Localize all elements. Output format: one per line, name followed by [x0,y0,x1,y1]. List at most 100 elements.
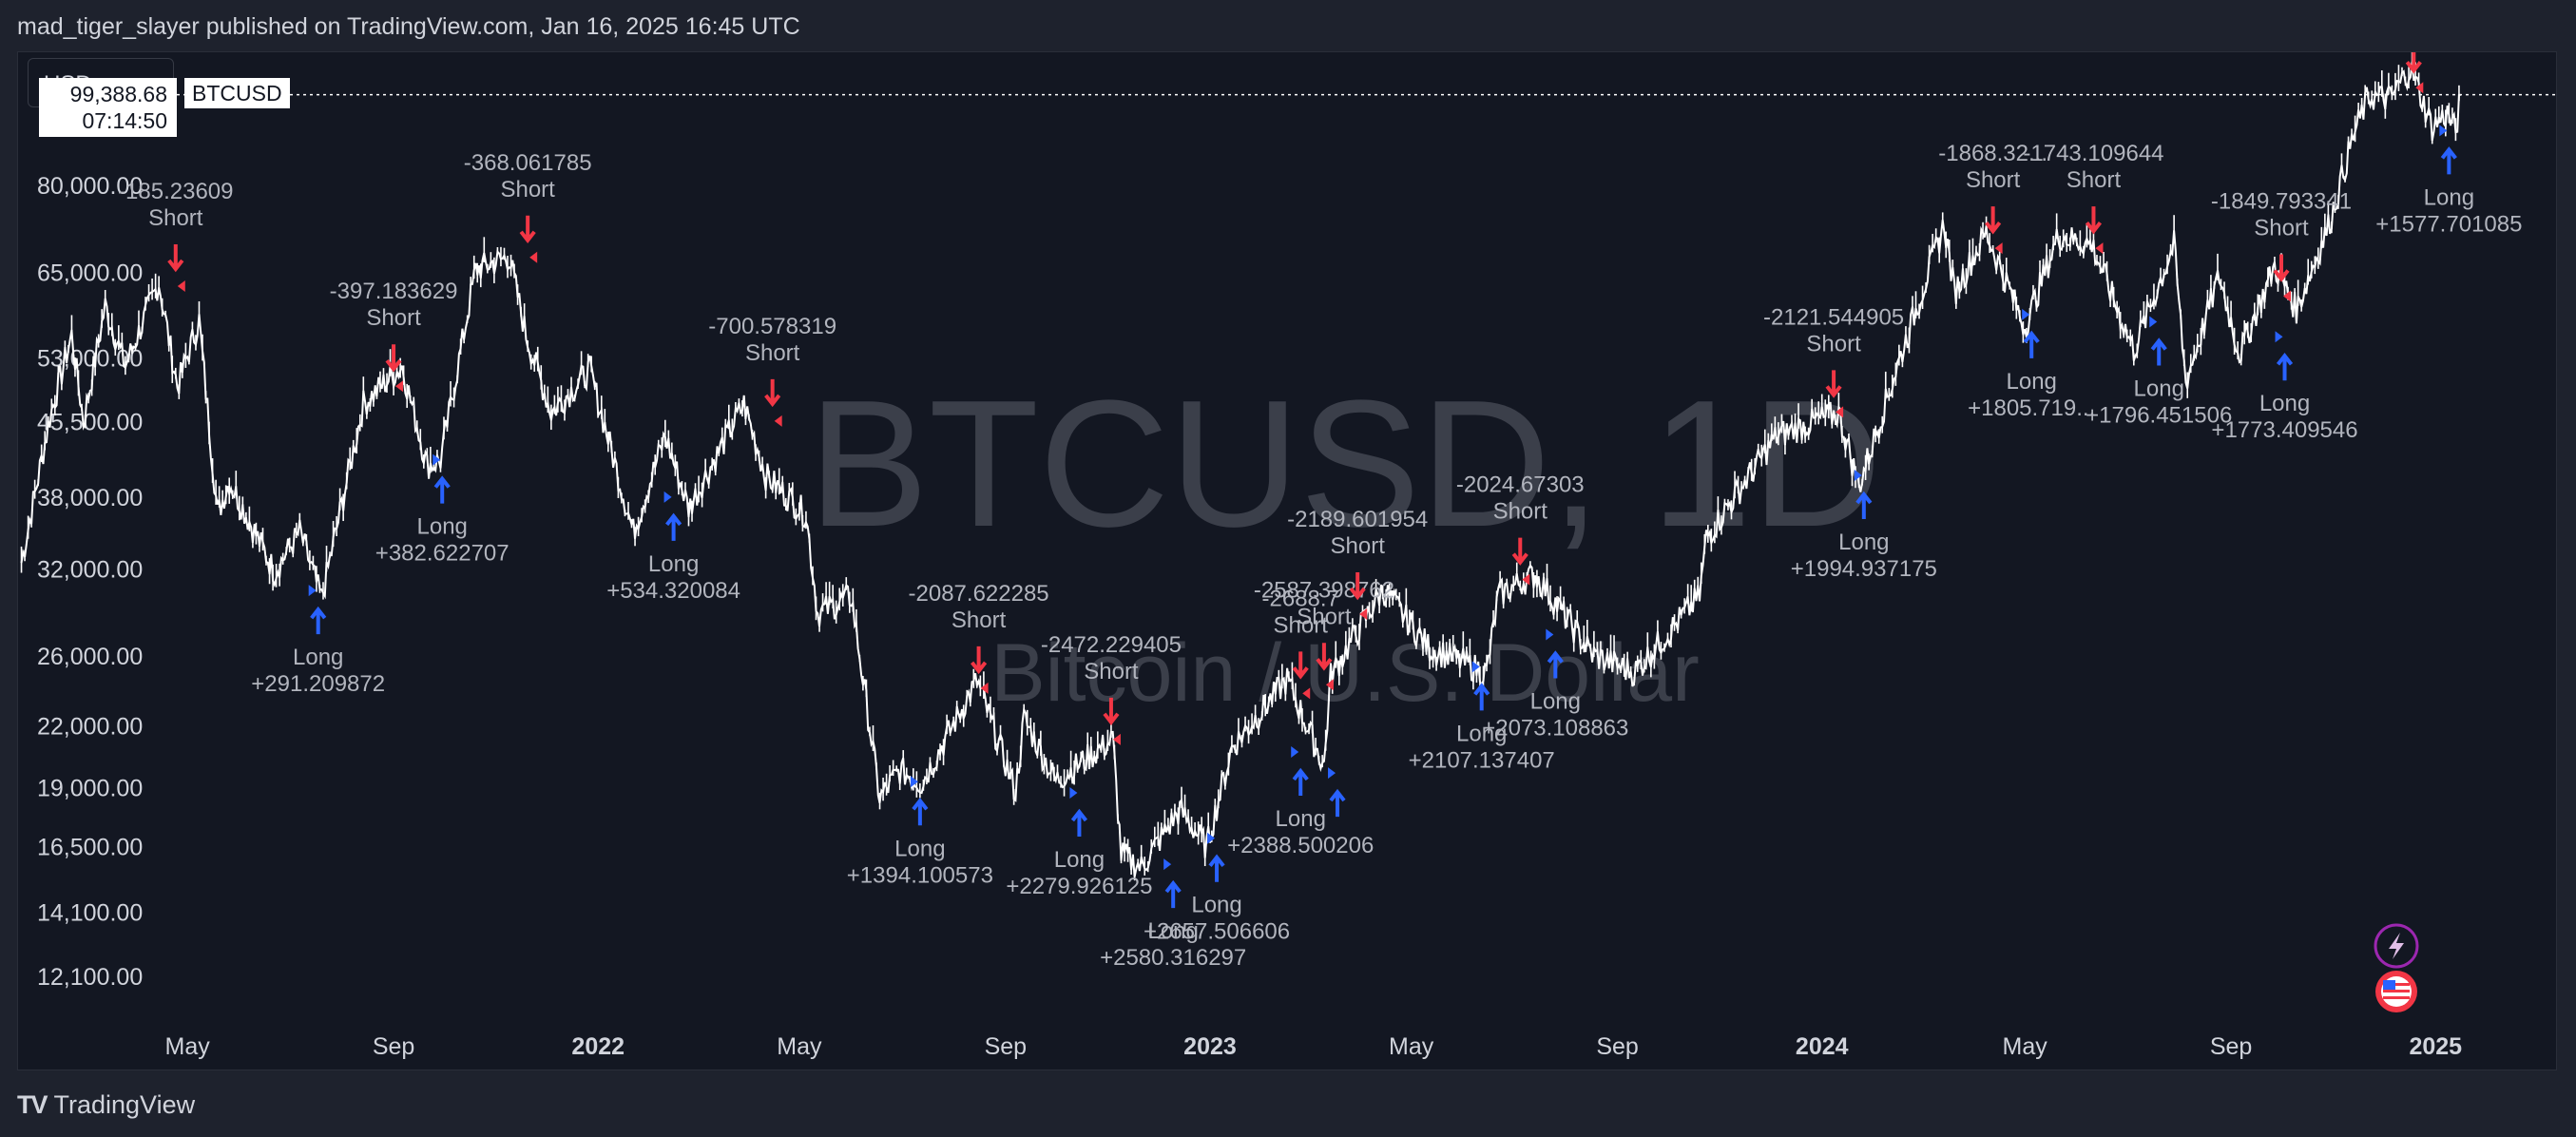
symbol-label[interactable]: BTCUSD [184,77,290,108]
signal-side: Long [1191,893,1241,918]
triangle-right-icon [1291,745,1299,758]
signal-side: Short [2254,215,2309,241]
arrow-down-icon [1349,572,1366,601]
signal-pnl: -2472.229405 [1041,632,1182,658]
signal-side: Short [148,205,203,231]
long-signal[interactable]: Long+291.209872 [251,585,385,697]
arrow-up-icon [310,606,327,635]
long-signal[interactable]: Long +2580.316297 [1100,858,1246,971]
y-tick-label: 16,500.00 [37,834,143,860]
long-signal[interactable]: Long+1773.409546 [2211,331,2358,443]
signal-pnl: -1849.793341 [2211,188,2352,214]
arrow-up-icon [1292,767,1309,796]
arrow-down-icon [167,243,184,273]
signal-pnl: +2580.316297 [1100,945,1246,971]
triangle-left-icon [980,682,989,694]
chart-pane[interactable]: BTCUSD, 1D Bitcoin / U.S. Dollar 80,000.… [17,51,2557,1070]
lightning-icon[interactable] [2374,923,2419,969]
x-tick-label: Sep [373,1033,414,1060]
signal-pnl: -2087.622285 [909,581,1049,607]
footer-brand[interactable]: TradingView [53,1089,196,1119]
long-signal[interactable]: Long+1994.937175 [1791,469,1937,582]
x-tick-label: May [2003,1033,2048,1060]
x-tick-label: May [777,1033,822,1060]
long-signal[interactable]: Long+2073.108863 [1482,628,1628,742]
triangle-left-icon [2282,290,2291,302]
us-flag-icon[interactable] [2375,971,2417,1012]
y-tick-label: 14,100.00 [37,900,143,927]
signal-side: Short [1297,604,1352,629]
long-signal[interactable]: Long+2107.137407 [1409,661,1555,773]
price-line-series [20,61,2461,877]
signal-pnl: -2688.7 [1262,586,1339,611]
signal-side: Long [1456,721,1507,746]
long-signal[interactable] [1328,767,1346,818]
y-tick-label: 32,000.00 [37,557,143,584]
signal-side: Long [2134,376,2184,401]
x-tick-label: May [165,1033,211,1060]
signal-pnl: -368.061785 [464,150,592,176]
long-signal[interactable]: Long+1805.719... [1968,308,2095,421]
short-signal[interactable]: -1697.623...Short [2353,52,2474,94]
triangle-right-icon [1546,628,1554,641]
signal-pnl: +1577.701085 [2375,211,2522,237]
arrow-down-icon [385,344,402,373]
triangle-left-icon [395,380,404,393]
long-signal[interactable]: Long+534.320084 [606,491,740,604]
arrow-up-icon [912,797,929,826]
y-tick-label: 26,000.00 [37,644,143,670]
triangle-left-icon [1836,406,1844,418]
arrow-down-icon [2405,52,2422,74]
triangle-right-icon [1854,469,1862,481]
signal-side: Long [2424,184,2474,210]
price-chart[interactable]: BTCUSD, 1D Bitcoin / U.S. Dollar 80,000.… [18,52,2557,1070]
arrow-up-icon [1208,854,1225,882]
long-signal[interactable]: Long+1796.451506 [2086,316,2232,428]
triangle-right-icon [1328,767,1336,780]
triangle-right-icon [433,453,441,466]
arrow-down-icon [1292,651,1309,680]
triangle-left-icon [1994,242,2003,255]
x-tick-label: 2022 [571,1033,625,1060]
arrow-up-icon [1070,808,1087,837]
triangle-left-icon [1112,733,1121,745]
signal-pnl: -1868.32... [1938,141,2047,166]
signal-pnl: -185.23609 [118,179,233,204]
arrow-up-icon [1547,650,1564,679]
short-signal[interactable]: -1868.32...Short [1938,141,2047,255]
signal-side: Short [1274,612,1329,638]
long-signal[interactable]: Long+382.622707 [375,453,509,567]
triangle-right-icon [2022,308,2030,320]
tradingview-logo-icon[interactable]: TV [17,1089,48,1119]
long-signal[interactable]: Long+2657.506606 [1144,832,1290,945]
signal-side: Short [500,177,555,202]
long-signal[interactable]: Long+1394.100573 [847,776,993,888]
signal-side: Short [2067,167,2122,193]
arrow-up-icon [2023,330,2040,358]
signal-side: Long [894,836,945,861]
x-tick-label: Sep [1596,1033,1638,1060]
last-price-value: 99,388.68 [69,81,167,106]
long-signal[interactable]: Long+2279.926125 [1006,786,1153,899]
x-axis: May Sep 2022 May Sep 2023 May Sep 2024 May Sep 2025 [165,1033,2463,1060]
bar-countdown: 07:14:50 [82,107,167,133]
signal-pnl: +2107.137407 [1409,747,1555,773]
long-signal[interactable]: Long+1577.701085 [2375,125,2522,237]
triangle-right-icon [308,585,317,597]
long-signal[interactable]: Long+2388.500206 [1227,745,1374,858]
arrow-down-icon [2273,254,2290,282]
x-tick-label: Sep [985,1033,1027,1060]
